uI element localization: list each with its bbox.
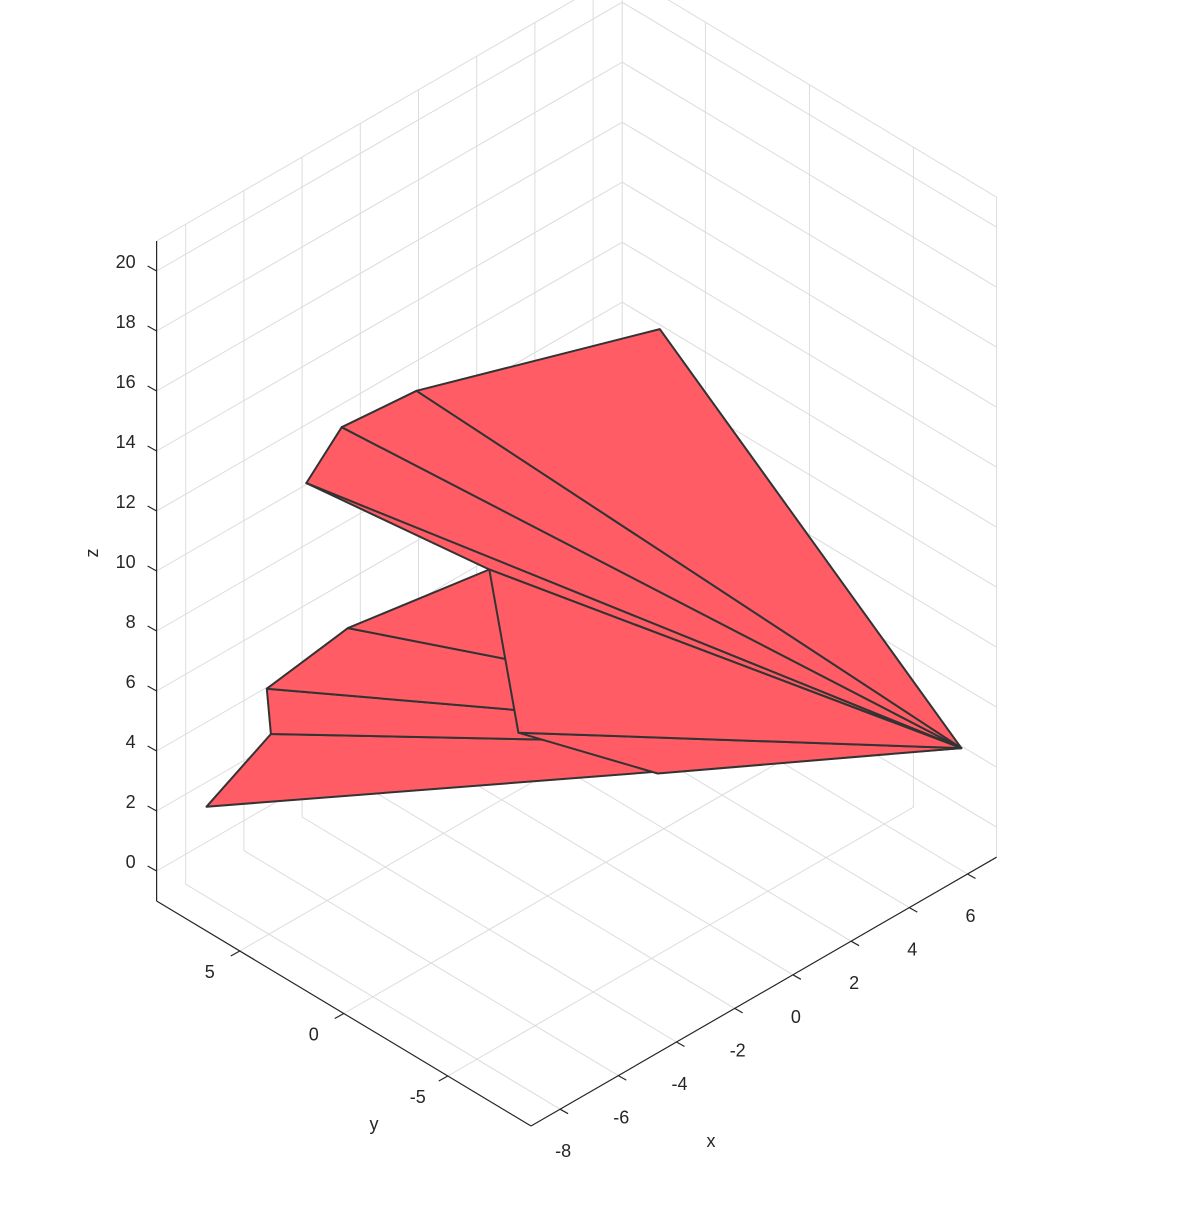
z-tick bbox=[147, 625, 157, 632]
y-axis-label: y bbox=[370, 1114, 379, 1134]
x-tick bbox=[850, 940, 860, 947]
grid-line bbox=[343, 744, 810, 1014]
z-axis-label: z bbox=[82, 549, 102, 558]
z-tick-label: 2 bbox=[126, 792, 136, 812]
grid-line bbox=[621, 61, 997, 288]
z-tick bbox=[147, 445, 157, 452]
axes-layer: -8 -6 -4 -2 0 2 4 6 -5 0 5 0 2 4 6 8 10 12 14 16 18 20 bbox=[116, 241, 997, 1161]
z-tick bbox=[147, 265, 157, 272]
z-tick-label: 10 bbox=[116, 552, 136, 572]
x-tick-label: 2 bbox=[849, 973, 859, 993]
x-tick bbox=[967, 873, 976, 880]
grid-line bbox=[156, 181, 623, 452]
z-tick bbox=[147, 385, 157, 392]
z-tick-label: 0 bbox=[126, 852, 136, 872]
grid-line bbox=[447, 806, 914, 1077]
grid-line bbox=[156, 61, 623, 332]
surface-facet bbox=[488, 568, 963, 750]
z-tick bbox=[147, 325, 157, 332]
z-tick-label: 18 bbox=[116, 312, 136, 332]
grid-line bbox=[621, 301, 997, 528]
grid-line bbox=[667, 0, 997, 198]
y-tick bbox=[334, 1012, 345, 1020]
grid-line bbox=[156, 121, 623, 392]
grid-line bbox=[156, 1, 623, 272]
x-tick-label: 4 bbox=[907, 940, 917, 960]
z-tick-label: 4 bbox=[126, 732, 136, 752]
y-tick bbox=[230, 950, 241, 957]
grid-line bbox=[156, 0, 576, 242]
z-tick bbox=[147, 685, 157, 692]
z-tick-label: 16 bbox=[116, 372, 136, 392]
x-axis-line bbox=[530, 856, 997, 1127]
x-tick-label: 0 bbox=[791, 1007, 801, 1027]
y-tick bbox=[438, 1075, 449, 1082]
x-tick bbox=[734, 1007, 743, 1014]
z-tick bbox=[147, 505, 157, 512]
y-tick-label: -5 bbox=[410, 1087, 426, 1107]
grid-line bbox=[621, 1, 997, 228]
grid-line bbox=[621, 181, 997, 408]
x-tick-label: -8 bbox=[555, 1141, 571, 1161]
z-tick bbox=[147, 865, 157, 872]
z-tick-label: 14 bbox=[116, 432, 136, 452]
x-tick bbox=[676, 1041, 685, 1048]
x-tick bbox=[618, 1075, 627, 1081]
z-tick-label: 8 bbox=[126, 612, 136, 632]
surface-mesh bbox=[205, 328, 963, 808]
y-tick-label: 0 bbox=[309, 1025, 319, 1045]
x-tick bbox=[909, 907, 918, 913]
z-tick-label: 6 bbox=[126, 672, 136, 692]
x-tick bbox=[792, 974, 802, 980]
x-tick-label: -6 bbox=[613, 1108, 629, 1128]
x-tick bbox=[559, 1108, 569, 1115]
x-tick-label: -2 bbox=[730, 1040, 746, 1060]
surface-facet bbox=[415, 328, 963, 750]
z-tick bbox=[147, 805, 157, 812]
z-tick bbox=[147, 745, 157, 752]
z-tick bbox=[147, 565, 157, 572]
y-tick-label: 5 bbox=[205, 962, 215, 982]
grid-line bbox=[621, 121, 997, 348]
x-tick-label: 6 bbox=[965, 906, 975, 926]
grid-line bbox=[156, 241, 623, 512]
z-tick-label: 12 bbox=[116, 492, 136, 512]
grid-line bbox=[621, 241, 997, 468]
z-tick-label: 20 bbox=[116, 252, 136, 272]
x-tick-label: -4 bbox=[671, 1074, 687, 1094]
x-axis-label: x bbox=[707, 1131, 716, 1151]
